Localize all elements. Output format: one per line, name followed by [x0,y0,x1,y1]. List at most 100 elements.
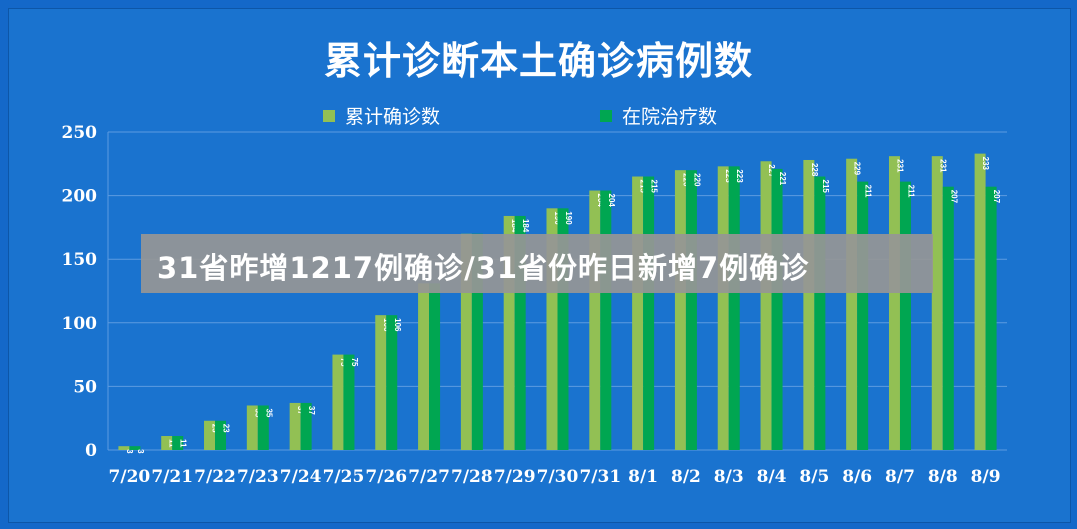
bar-cumulative [204,420,216,450]
bar-data-label: 211 [864,185,873,198]
x-tick-label: 8/3 [714,467,744,487]
bar-data-label: 106 [393,318,402,332]
bar-data-label: 3 [136,449,145,454]
x-tick-label: 7/25 [323,467,365,487]
x-tick-label: 7/21 [151,467,193,487]
bar-hospitalized [728,166,740,450]
bar-data-label: 190 [564,211,573,225]
bar-data-label: 228 [810,163,819,177]
x-tick-label: 8/5 [799,467,829,487]
bar-cumulative [418,283,430,450]
legend-item-cumulative: 累计确诊数 [323,102,440,129]
bar-hospitalized [857,181,869,450]
legend-swatch-cumulative [323,109,335,122]
bar-hospitalized [257,405,269,450]
bar-data-label: 75 [350,358,359,367]
bar-cumulative [589,190,601,450]
x-tick-label: 7/29 [494,467,536,487]
x-tick-label: 7/31 [579,467,621,487]
x-tick-label: 8/8 [928,467,958,487]
bar-hospitalized [343,354,355,450]
bar-cumulative [332,354,344,450]
y-tick-label: 0 [85,441,97,461]
bar-data-label: 215 [650,180,659,194]
bar-hospitalized [643,176,655,450]
y-tick-label: 250 [62,123,98,143]
x-tick-label: 8/7 [885,467,915,487]
bar-hospitalized [600,190,612,450]
bar-data-label: 229 [853,162,862,176]
legend-swatch-hospitalized [600,109,612,122]
bar-hospitalized [899,181,911,450]
bar-data-label: 215 [821,180,830,194]
bar-cumulative [503,215,515,450]
bar-cumulative [717,166,729,450]
bar-cumulative [803,159,815,450]
x-tick-label: 7/27 [408,467,450,487]
bar-cumulative [846,158,858,450]
bar-hospitalized [215,420,227,450]
bar-cumulative [931,156,943,450]
y-tick-label: 150 [62,250,98,270]
x-tick-label: 7/22 [194,467,236,487]
bar-data-label: 23 [222,424,231,433]
x-tick-label: 7/26 [365,467,407,487]
bar-data-label: 231 [938,159,947,173]
bar-hospitalized [771,168,783,450]
bar-hospitalized [386,315,398,450]
bar-cumulative [674,170,686,450]
bar-data-label: 231 [895,159,904,173]
legend-item-hospitalized: 在院治疗数 [600,102,717,129]
bar-data-label: 220 [692,173,701,187]
bar-hospitalized [429,283,441,450]
bar-cumulative [375,315,387,450]
bar-data-label: 233 [981,157,990,171]
y-tick-label: 50 [73,377,97,397]
y-tick-label: 100 [62,314,98,334]
bar-data-label: 11 [179,439,188,448]
bar-data-label: 211 [906,185,915,198]
bar-cumulative [974,153,986,450]
legend-label-hospitalized: 在院治疗数 [622,106,718,128]
x-tick-label: 7/23 [237,467,279,487]
legend-label-cumulative: 累计确诊数 [345,106,441,128]
bar-hospitalized [129,446,141,450]
bar-cumulative [460,233,472,450]
bar-data-label: 184 [521,219,530,233]
x-tick-label: 7/30 [537,467,579,487]
bar-data-label: 207 [992,190,1001,204]
bar-data-label: 37 [307,406,316,415]
bar-hospitalized [685,170,697,450]
bar-data-label: 221 [778,172,787,186]
bar-cumulative [118,446,130,450]
x-tick-label: 7/24 [280,467,322,487]
bar-data-label: 3 [125,449,134,454]
bar-hospitalized [471,233,483,450]
bar-cumulative [632,176,644,450]
bar-data-label: 35 [253,408,262,417]
bar-hospitalized [942,186,954,451]
bar-hospitalized [985,186,997,451]
chart-title: 累计诊断本土确诊病例数 [323,39,753,83]
bar-hospitalized [557,208,569,450]
chart-legend: 累计确诊数 在院治疗数 [0,102,1077,129]
caption-text: 31省昨增1217例确诊/31省份昨日新增7例确诊 [157,251,810,285]
bar-cumulative [760,161,772,451]
bar-cumulative [246,405,258,450]
x-tick-label: 8/1 [628,467,658,487]
y-tick-label: 200 [62,187,98,207]
bar-data-label: 35 [264,408,273,417]
bar-hospitalized [514,215,526,450]
bar-cumulative [161,436,173,450]
bar-cumulative [289,402,301,450]
bar-data-label: 207 [949,190,958,204]
x-tick-label: 8/4 [757,467,787,487]
bar-cumulative [546,208,558,450]
x-tick-label: 8/2 [671,467,701,487]
x-tick-label: 7/28 [451,467,493,487]
bar-hospitalized [172,436,184,450]
bar-cumulative [888,156,900,450]
bar-data-label: 204 [607,194,616,208]
caption-banner: 31省昨增1217例确诊/31省份昨日新增7例确诊 [141,234,933,293]
